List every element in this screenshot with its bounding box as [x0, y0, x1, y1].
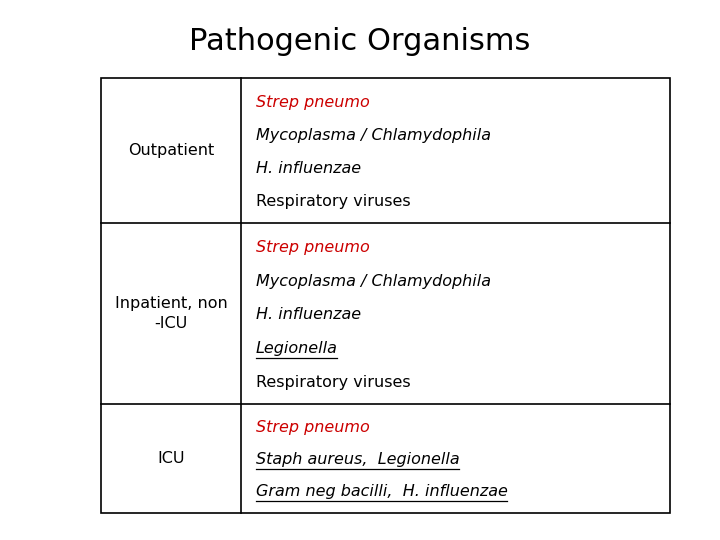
- Text: Legionella: Legionella: [256, 341, 338, 356]
- Text: Staph aureus,  Legionella: Staph aureus, Legionella: [256, 452, 459, 467]
- Text: Strep pneumo: Strep pneumo: [256, 95, 369, 110]
- Text: Outpatient: Outpatient: [128, 143, 214, 158]
- Text: Mycoplasma / Chlamydophila: Mycoplasma / Chlamydophila: [256, 128, 490, 143]
- Bar: [101, 78, 670, 513]
- Text: H. influenzae: H. influenzae: [256, 307, 361, 322]
- Text: Gram neg bacilli,  H. influenzae: Gram neg bacilli, H. influenzae: [256, 484, 508, 499]
- Text: Respiratory viruses: Respiratory viruses: [256, 375, 410, 389]
- Text: Respiratory viruses: Respiratory viruses: [256, 194, 410, 209]
- Text: Strep pneumo: Strep pneumo: [256, 240, 369, 255]
- Text: Inpatient, non
-ICU: Inpatient, non -ICU: [114, 296, 228, 331]
- Text: Mycoplasma / Chlamydophila: Mycoplasma / Chlamydophila: [256, 274, 490, 289]
- Text: Pathogenic Organisms: Pathogenic Organisms: [189, 27, 531, 56]
- Text: Strep pneumo: Strep pneumo: [256, 420, 369, 435]
- Text: ICU: ICU: [157, 451, 185, 466]
- Text: H. influenzae: H. influenzae: [256, 161, 361, 176]
